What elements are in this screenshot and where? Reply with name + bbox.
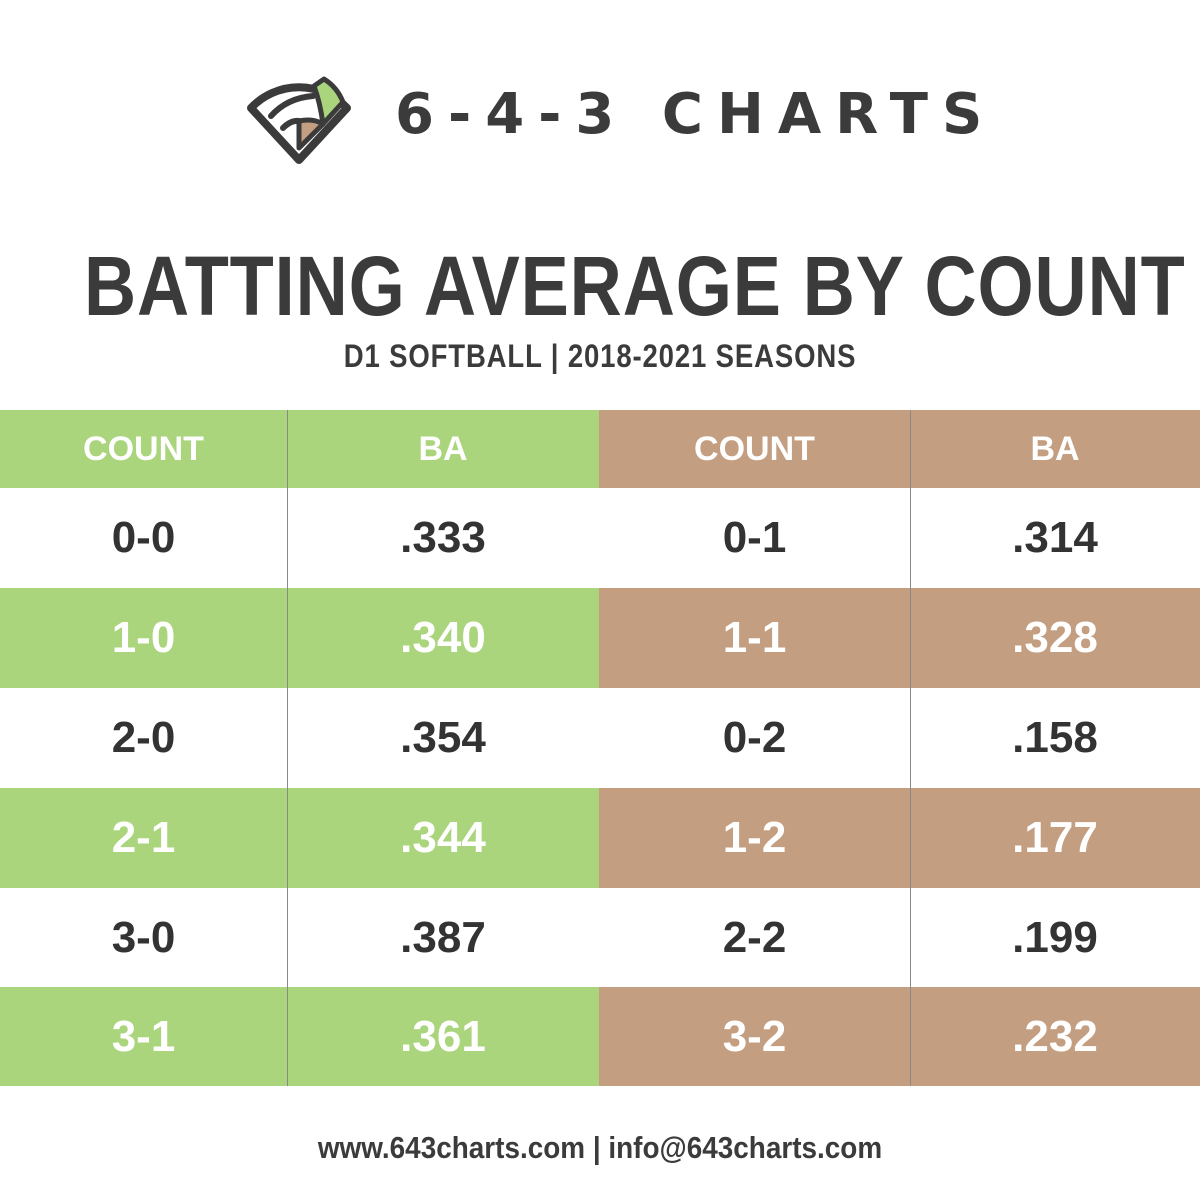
table-cell: .361 <box>287 987 599 1086</box>
table-cell: .328 <box>910 588 1200 688</box>
column-divider <box>287 410 288 1086</box>
table-cell: 3-1 <box>0 987 287 1086</box>
table-cell: .314 <box>910 488 1200 588</box>
table-cell: 1-2 <box>599 788 910 888</box>
table-cell: 2-2 <box>599 888 910 987</box>
table-header-row: COUNT BA COUNT BA <box>0 410 1200 488</box>
table-cell: .333 <box>287 488 599 588</box>
table-cell: .158 <box>910 688 1200 788</box>
table-header-cell: COUNT <box>599 410 910 488</box>
table-cell: .340 <box>287 588 599 688</box>
table-row: 1-0 .340 1-1 .328 <box>0 588 1200 688</box>
chart-subtitle: D1 SOFTBALL | 2018-2021 SEASONS <box>343 338 857 374</box>
table-row: 3-0 .387 2-2 .199 <box>0 888 1200 987</box>
table-cell: .177 <box>910 788 1200 888</box>
table-cell: .387 <box>287 888 599 987</box>
table-row: 3-1 .361 3-2 .232 <box>0 987 1200 1086</box>
column-divider <box>910 410 911 1086</box>
table-cell: 1-1 <box>599 588 910 688</box>
table-cell: 2-0 <box>0 688 287 788</box>
batting-average-table: COUNT BA COUNT BA 0-0 .333 0-1 .314 1-0 … <box>0 410 1200 1086</box>
table-header-cell: COUNT <box>0 410 287 488</box>
table-cell: .232 <box>910 987 1200 1086</box>
brand-header: 6-4-3 CHARTS <box>0 58 1200 168</box>
table-cell: 3-0 <box>0 888 287 987</box>
footer-contact: www.643charts.com | info@643charts.com <box>317 1130 883 1165</box>
table-cell: 0-1 <box>599 488 910 588</box>
table-cell: .199 <box>910 888 1200 987</box>
table-row: 0-0 .333 0-1 .314 <box>0 488 1200 588</box>
table-header-cell: BA <box>910 410 1200 488</box>
baseball-diamond-logo-icon <box>247 76 351 164</box>
table-row: 2-0 .354 0-2 .158 <box>0 688 1200 788</box>
table-header-cell: BA <box>287 410 599 488</box>
table-row: 2-1 .344 1-2 .177 <box>0 788 1200 888</box>
table-cell: 3-2 <box>599 987 910 1086</box>
table-cell: .344 <box>287 788 599 888</box>
table-cell: 0-2 <box>599 688 910 788</box>
brand-name: 6-4-3 CHARTS <box>395 82 997 147</box>
table-cell: 2-1 <box>0 788 287 888</box>
table-cell: 1-0 <box>0 588 287 688</box>
chart-title: BATTING AVERAGE BY COUNT <box>84 239 1186 333</box>
table-cell: 0-0 <box>0 488 287 588</box>
table-cell: .354 <box>287 688 599 788</box>
